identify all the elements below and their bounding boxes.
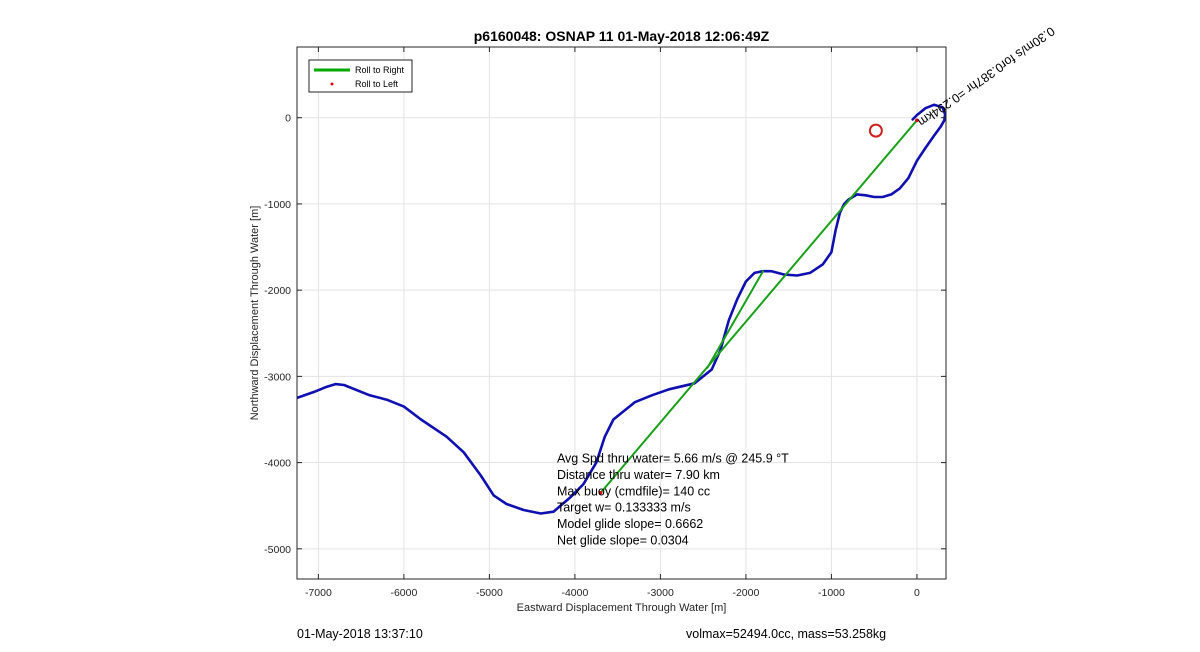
stats-annotation: Model glide slope= 0.6662: [557, 517, 703, 531]
rotated-speed-annotation: 0.30m/s for0.387hr =0.294km: [915, 24, 1057, 129]
roll-to-right-line: [599, 119, 918, 494]
y-tick-label: -1000: [264, 199, 291, 211]
markers: [598, 118, 919, 495]
stats-annotation: Distance thru water= 7.90 km: [557, 468, 720, 482]
legend-label-roll-to-left: Roll to Left: [355, 79, 399, 89]
x-tick-label: 0: [914, 587, 920, 599]
y-tick-label: -4000: [264, 458, 291, 470]
x-axis-label: Eastward Displacement Through Water [m]: [517, 602, 727, 614]
roll-to-left-dot: [598, 490, 603, 495]
y-tick-label: 0: [285, 113, 291, 125]
legend-label-roll-to-right: Roll to Right: [355, 65, 405, 75]
x-tick-label: -7000: [305, 587, 332, 599]
x-tick-label: -6000: [390, 587, 417, 599]
glider-track-line: [297, 103, 946, 515]
grid-lines: [297, 47, 946, 579]
annotations: 0.30m/s for0.387hr =0.294km Avg Spd thru …: [557, 24, 1057, 548]
footer-volmax-mass: volmax=52494.0cc, mass=53.258kg: [686, 627, 887, 641]
x-tick-label: -4000: [561, 587, 588, 599]
x-tick-label: -3000: [647, 587, 674, 599]
roll-to-left-dot: [915, 118, 919, 123]
stats-annotation: Target w= 0.133333 m/s: [557, 501, 691, 515]
x-tick-label: -1000: [818, 587, 845, 599]
series-lines: [297, 103, 946, 515]
x-tick-label: -2000: [732, 587, 759, 599]
y-tick-label: -2000: [264, 285, 291, 297]
y-axis-label: Northward Displacement Through Water [m]: [249, 206, 261, 421]
y-tick-label: -3000: [264, 371, 291, 383]
target-circle-marker: [868, 123, 883, 138]
stats-annotation: Max buoy (cmdfile)= 140 cc: [557, 484, 710, 498]
x-tick-label: -5000: [476, 587, 503, 599]
roll-to-right-line: [706, 270, 764, 369]
stats-annotation: Net glide slope= 0.0304: [557, 534, 689, 548]
axes-box: [296, 46, 947, 580]
tick-labels: -7000 -6000 -5000 -4000 -3000 -2000 -1000 0 -500…: [264, 47, 946, 599]
legend: Roll to Right Roll to Left: [308, 59, 413, 93]
chart-title: p6160048: OSNAP 11 01-May-2018 12:06:49Z: [474, 28, 770, 44]
stats-annotation: Avg Spd thru water= 5.66 m/s @ 245.9 °T: [557, 452, 789, 466]
y-tick-label: -5000: [264, 544, 291, 556]
footer-timestamp: 01-May-2018 13:37:10: [297, 627, 423, 641]
legend-swatch-roll-to-left: [330, 82, 334, 86]
legend-box: [308, 59, 413, 93]
